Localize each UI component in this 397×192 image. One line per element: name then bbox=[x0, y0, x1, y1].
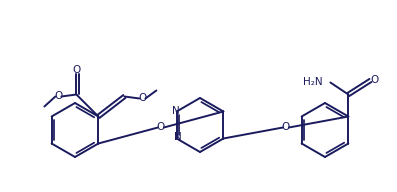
Text: H₂N: H₂N bbox=[303, 78, 322, 88]
Text: O: O bbox=[138, 94, 146, 103]
Text: N: N bbox=[174, 132, 181, 142]
Text: O: O bbox=[54, 92, 62, 102]
Text: O: O bbox=[370, 75, 378, 85]
Text: N: N bbox=[172, 105, 179, 116]
Text: O: O bbox=[72, 65, 81, 75]
Text: O: O bbox=[282, 122, 290, 132]
Text: O: O bbox=[157, 122, 165, 132]
